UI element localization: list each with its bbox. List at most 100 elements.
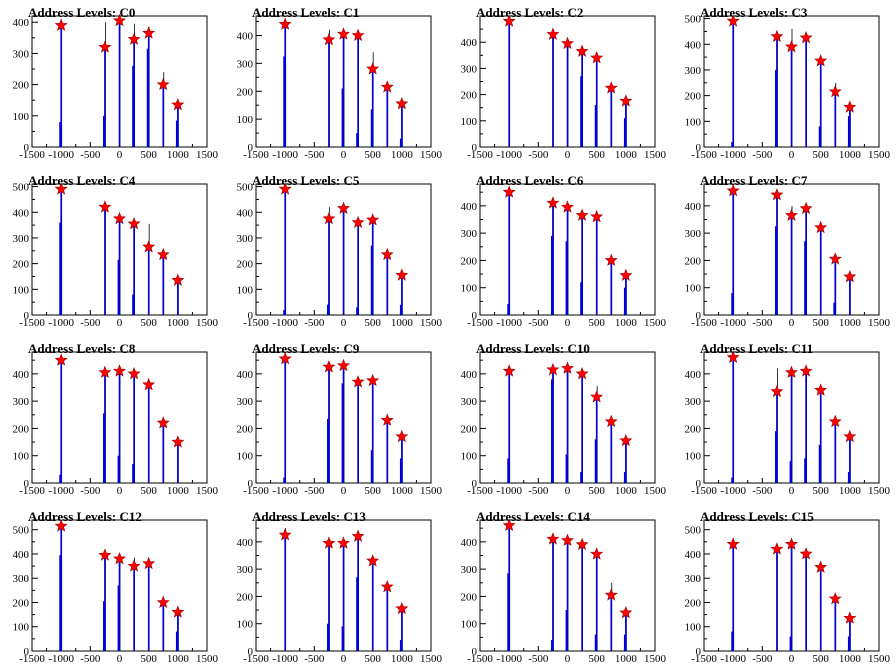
x-tick-label: 1500 xyxy=(644,149,667,161)
x-tick-label: 500 xyxy=(812,317,829,329)
peak-star-icon xyxy=(395,429,409,443)
x-tick-label: 500 xyxy=(364,485,381,497)
y-tick-label: 300 xyxy=(13,396,30,408)
chart-panel: Address Levels: C2 0 100 200 300 400 -1500 -100… xyxy=(461,5,667,161)
chart-panel: Address Levels: C11 0 100 200 300 400 -1500 -10… xyxy=(685,341,891,497)
peak-star-icon xyxy=(561,533,574,546)
peak-star-icon xyxy=(502,185,516,198)
y-tick-label: 400 xyxy=(237,31,254,43)
x-tick-label: -1000 xyxy=(720,485,746,497)
x-tick-label: 1500 xyxy=(196,485,219,497)
x-tick-label: -1000 xyxy=(720,317,746,329)
x-tick-label: -500 xyxy=(80,485,101,497)
peak-star-icon xyxy=(278,17,292,30)
x-tick-label: -500 xyxy=(528,653,549,665)
x-tick-label: 500 xyxy=(812,653,829,665)
peak-star-icon xyxy=(54,353,68,366)
x-tick-label: 0 xyxy=(117,653,123,665)
x-tick-label: 1000 xyxy=(167,485,190,497)
x-tick-label: 500 xyxy=(588,653,605,665)
y-tick-label: 100 xyxy=(237,619,254,631)
x-tick-label: 1500 xyxy=(868,149,891,161)
peak-star-icon xyxy=(726,183,740,197)
x-tick-label: 0 xyxy=(565,485,571,497)
peak-star-icon xyxy=(127,367,141,380)
chart-title: Address Levels: C1 xyxy=(252,5,359,20)
x-tick-label: -1500 xyxy=(19,485,45,497)
x-tick-label: -500 xyxy=(752,653,773,665)
y-tick-label: 100 xyxy=(13,284,30,296)
x-tick-label: 1000 xyxy=(391,317,414,329)
x-tick-label: 0 xyxy=(789,317,795,329)
peak-star-icon xyxy=(799,547,813,560)
peak-star-icon xyxy=(142,556,156,570)
x-tick-label: -1000 xyxy=(272,317,298,329)
x-tick-label: 1000 xyxy=(839,317,862,329)
y-tick-label: 100 xyxy=(237,284,254,296)
peak-star-icon xyxy=(799,364,813,377)
x-tick-label: -1500 xyxy=(691,149,717,161)
y-tick-label: 300 xyxy=(13,48,30,60)
y-tick-label: 500 xyxy=(685,525,702,537)
y-tick-label: 0 xyxy=(24,310,30,322)
peak-star-icon xyxy=(366,213,380,226)
x-tick-label: 1500 xyxy=(420,653,443,665)
peak-star-icon xyxy=(770,29,784,43)
peak-star-icon xyxy=(54,519,68,532)
y-tick-label: 300 xyxy=(461,564,478,576)
peak-star-icon xyxy=(619,94,633,107)
x-tick-label: 0 xyxy=(117,485,123,497)
peak-star-icon xyxy=(604,253,618,266)
y-tick-label: 300 xyxy=(461,396,478,408)
x-tick-label: -500 xyxy=(528,485,549,497)
peak-star-icon xyxy=(351,28,365,42)
x-tick-label: -1000 xyxy=(496,485,522,497)
x-tick-label: -1500 xyxy=(467,485,493,497)
peak-star-icon xyxy=(142,240,156,253)
peak-star-icon xyxy=(337,536,350,549)
y-tick-label: 400 xyxy=(237,369,254,381)
y-tick-label: 200 xyxy=(237,86,254,98)
y-tick-label: 100 xyxy=(685,451,702,463)
x-tick-label: -1000 xyxy=(272,653,298,665)
x-tick-label: 1500 xyxy=(868,317,891,329)
x-tick-label: 1500 xyxy=(868,653,891,665)
peak-star-icon xyxy=(575,44,589,57)
peak-star-icon xyxy=(337,27,350,40)
peak-star-icon xyxy=(799,31,813,44)
x-tick-label: 0 xyxy=(789,653,795,665)
x-tick-label: -1000 xyxy=(48,149,74,161)
chart-panel: Address Levels: C6 0 100 200 300 400 -1500 -100… xyxy=(461,173,667,329)
peak-star-icon xyxy=(726,537,740,550)
chart-panel: Address Levels: C8 0 100 200 300 400 -1500 -100… xyxy=(13,341,219,497)
y-tick-label: 400 xyxy=(461,537,478,549)
y-tick-label: 400 xyxy=(685,201,702,213)
y-tick-label: 200 xyxy=(237,591,254,603)
peak-star-icon xyxy=(785,39,798,53)
y-tick-label: 200 xyxy=(685,255,702,267)
peak-star-icon xyxy=(142,26,156,39)
y-tick-label: 400 xyxy=(685,369,702,381)
x-tick-label: 500 xyxy=(588,317,605,329)
x-tick-label: 500 xyxy=(364,317,381,329)
chart-panel: Address Levels: C50100200300400500-1500-… xyxy=(237,173,443,329)
x-tick-label: -1000 xyxy=(496,149,522,161)
peak-star-icon xyxy=(156,595,170,609)
y-tick-label: 200 xyxy=(13,597,30,609)
x-tick-label: -1000 xyxy=(272,485,298,497)
x-tick-label: 500 xyxy=(140,317,157,329)
x-tick-label: 1000 xyxy=(839,485,862,497)
x-tick-label: -500 xyxy=(80,317,101,329)
y-tick-label: 0 xyxy=(24,646,30,658)
peak-star-icon xyxy=(98,548,112,561)
x-tick-label: -500 xyxy=(80,653,101,665)
x-tick-label: -1000 xyxy=(48,485,74,497)
x-tick-label: -500 xyxy=(752,149,773,161)
y-tick-label: 400 xyxy=(13,369,30,381)
y-tick-label: 200 xyxy=(461,423,478,435)
chart-panel: Address Levels: C30100200300400500-1500-… xyxy=(685,5,891,161)
y-tick-label: 0 xyxy=(472,142,478,154)
chart-title: Address Levels: C9 xyxy=(252,341,360,356)
y-tick-label: 200 xyxy=(685,91,702,103)
